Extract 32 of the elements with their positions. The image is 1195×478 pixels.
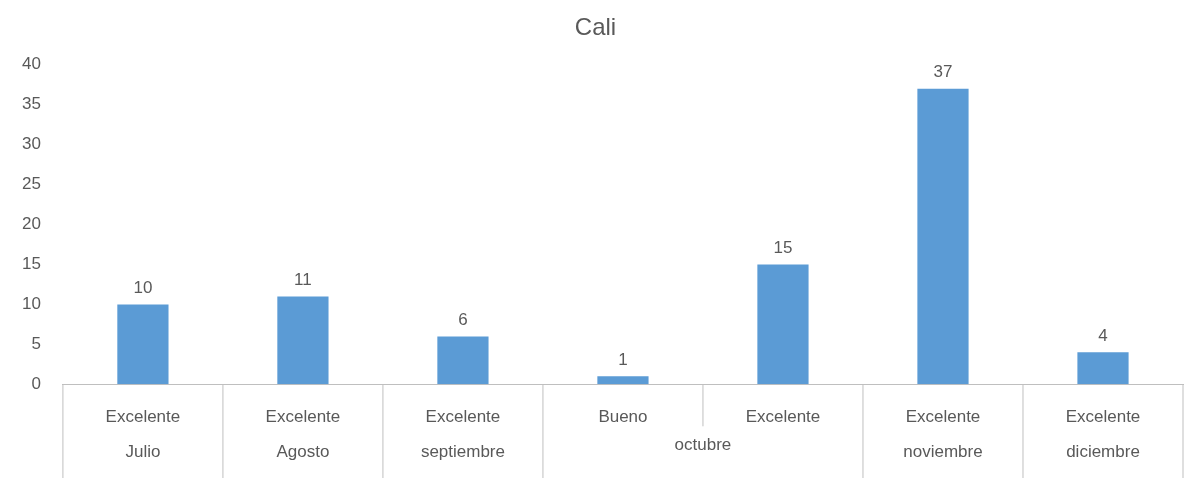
x-tick-label: Excelente septiembre [420,407,505,462]
data-label: 11 [294,269,312,289]
y-tick-label: 35 [21,94,41,114]
x-tick-label: Excelente noviembre [903,407,983,462]
bar [117,304,169,385]
y-tick-label: 40 [21,54,41,74]
bar [1077,352,1129,385]
y-tick-label: 30 [21,134,41,154]
data-label: 6 [458,309,468,329]
y-tick-label: 0 [31,373,41,393]
x-tick-label: Bueno [598,407,648,427]
bar [597,376,649,385]
y-tick-label: 10 [21,294,41,314]
data-label: 1 [618,349,628,369]
bar [757,264,809,385]
bar [437,336,489,385]
x-tick-label: Excelente diciembre [1065,407,1141,462]
y-tick-label: 15 [21,254,41,274]
data-label: 37 [933,61,953,81]
data-label: 15 [773,237,793,257]
bar [917,88,969,385]
x-tick-label: Excelente [745,407,821,427]
y-tick-label: 25 [21,174,41,194]
y-tick-label: 20 [21,214,41,234]
bar [277,296,329,385]
x-tick-label: Excelente Julio [105,407,181,462]
chart-title: Cali [574,13,617,41]
y-tick-label: 5 [31,334,41,354]
data-label: 4 [1098,325,1108,345]
x-tick-label: Excelente Agosto [265,407,341,462]
text: octubre [674,434,732,454]
data-label: 10 [133,277,153,297]
